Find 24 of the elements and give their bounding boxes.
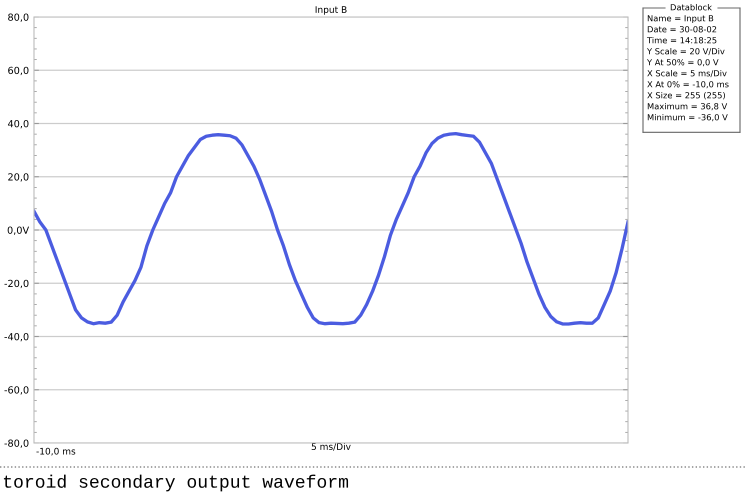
y-tick-label: 0,0V [8,226,30,235]
text: Y Scale = 20 V/Div [646,48,725,56]
text: Datablock [670,4,712,10]
text: Y At 50% = 0,0 V [646,59,719,66]
text: toroid secondary output waveform [4,474,348,492]
text: X At 0% = -10,0 ms [647,81,729,88]
y-tick-label: 80,0 [8,13,28,22]
y-tick-label: -60,0 [4,386,28,395]
y-tick-label: 60,0 [8,66,28,76]
text: Name = Input B [648,15,714,24]
text: X Scale = 5 ms/Div [647,70,727,78]
y-tick-label: -80,0 [4,439,28,448]
text: X Size = 255 (255) [647,92,725,100]
y-tick-label: 40,0 [8,120,28,128]
text: Date = 30-08-02 [648,26,716,32]
line-series [34,132,628,326]
text: Maximum = 36,8 V [648,102,728,110]
text: Time = 14:18:25 [646,36,716,44]
text: Minimum = -36,0 V [648,114,728,122]
y-tick-label: -40,0 [4,332,28,342]
chart-title: Input B [316,6,347,15]
y-tick-label: -20,0 [4,280,28,288]
text: -10,0 ms [36,448,76,456]
y-tick-label: 20,0 [8,173,28,182]
